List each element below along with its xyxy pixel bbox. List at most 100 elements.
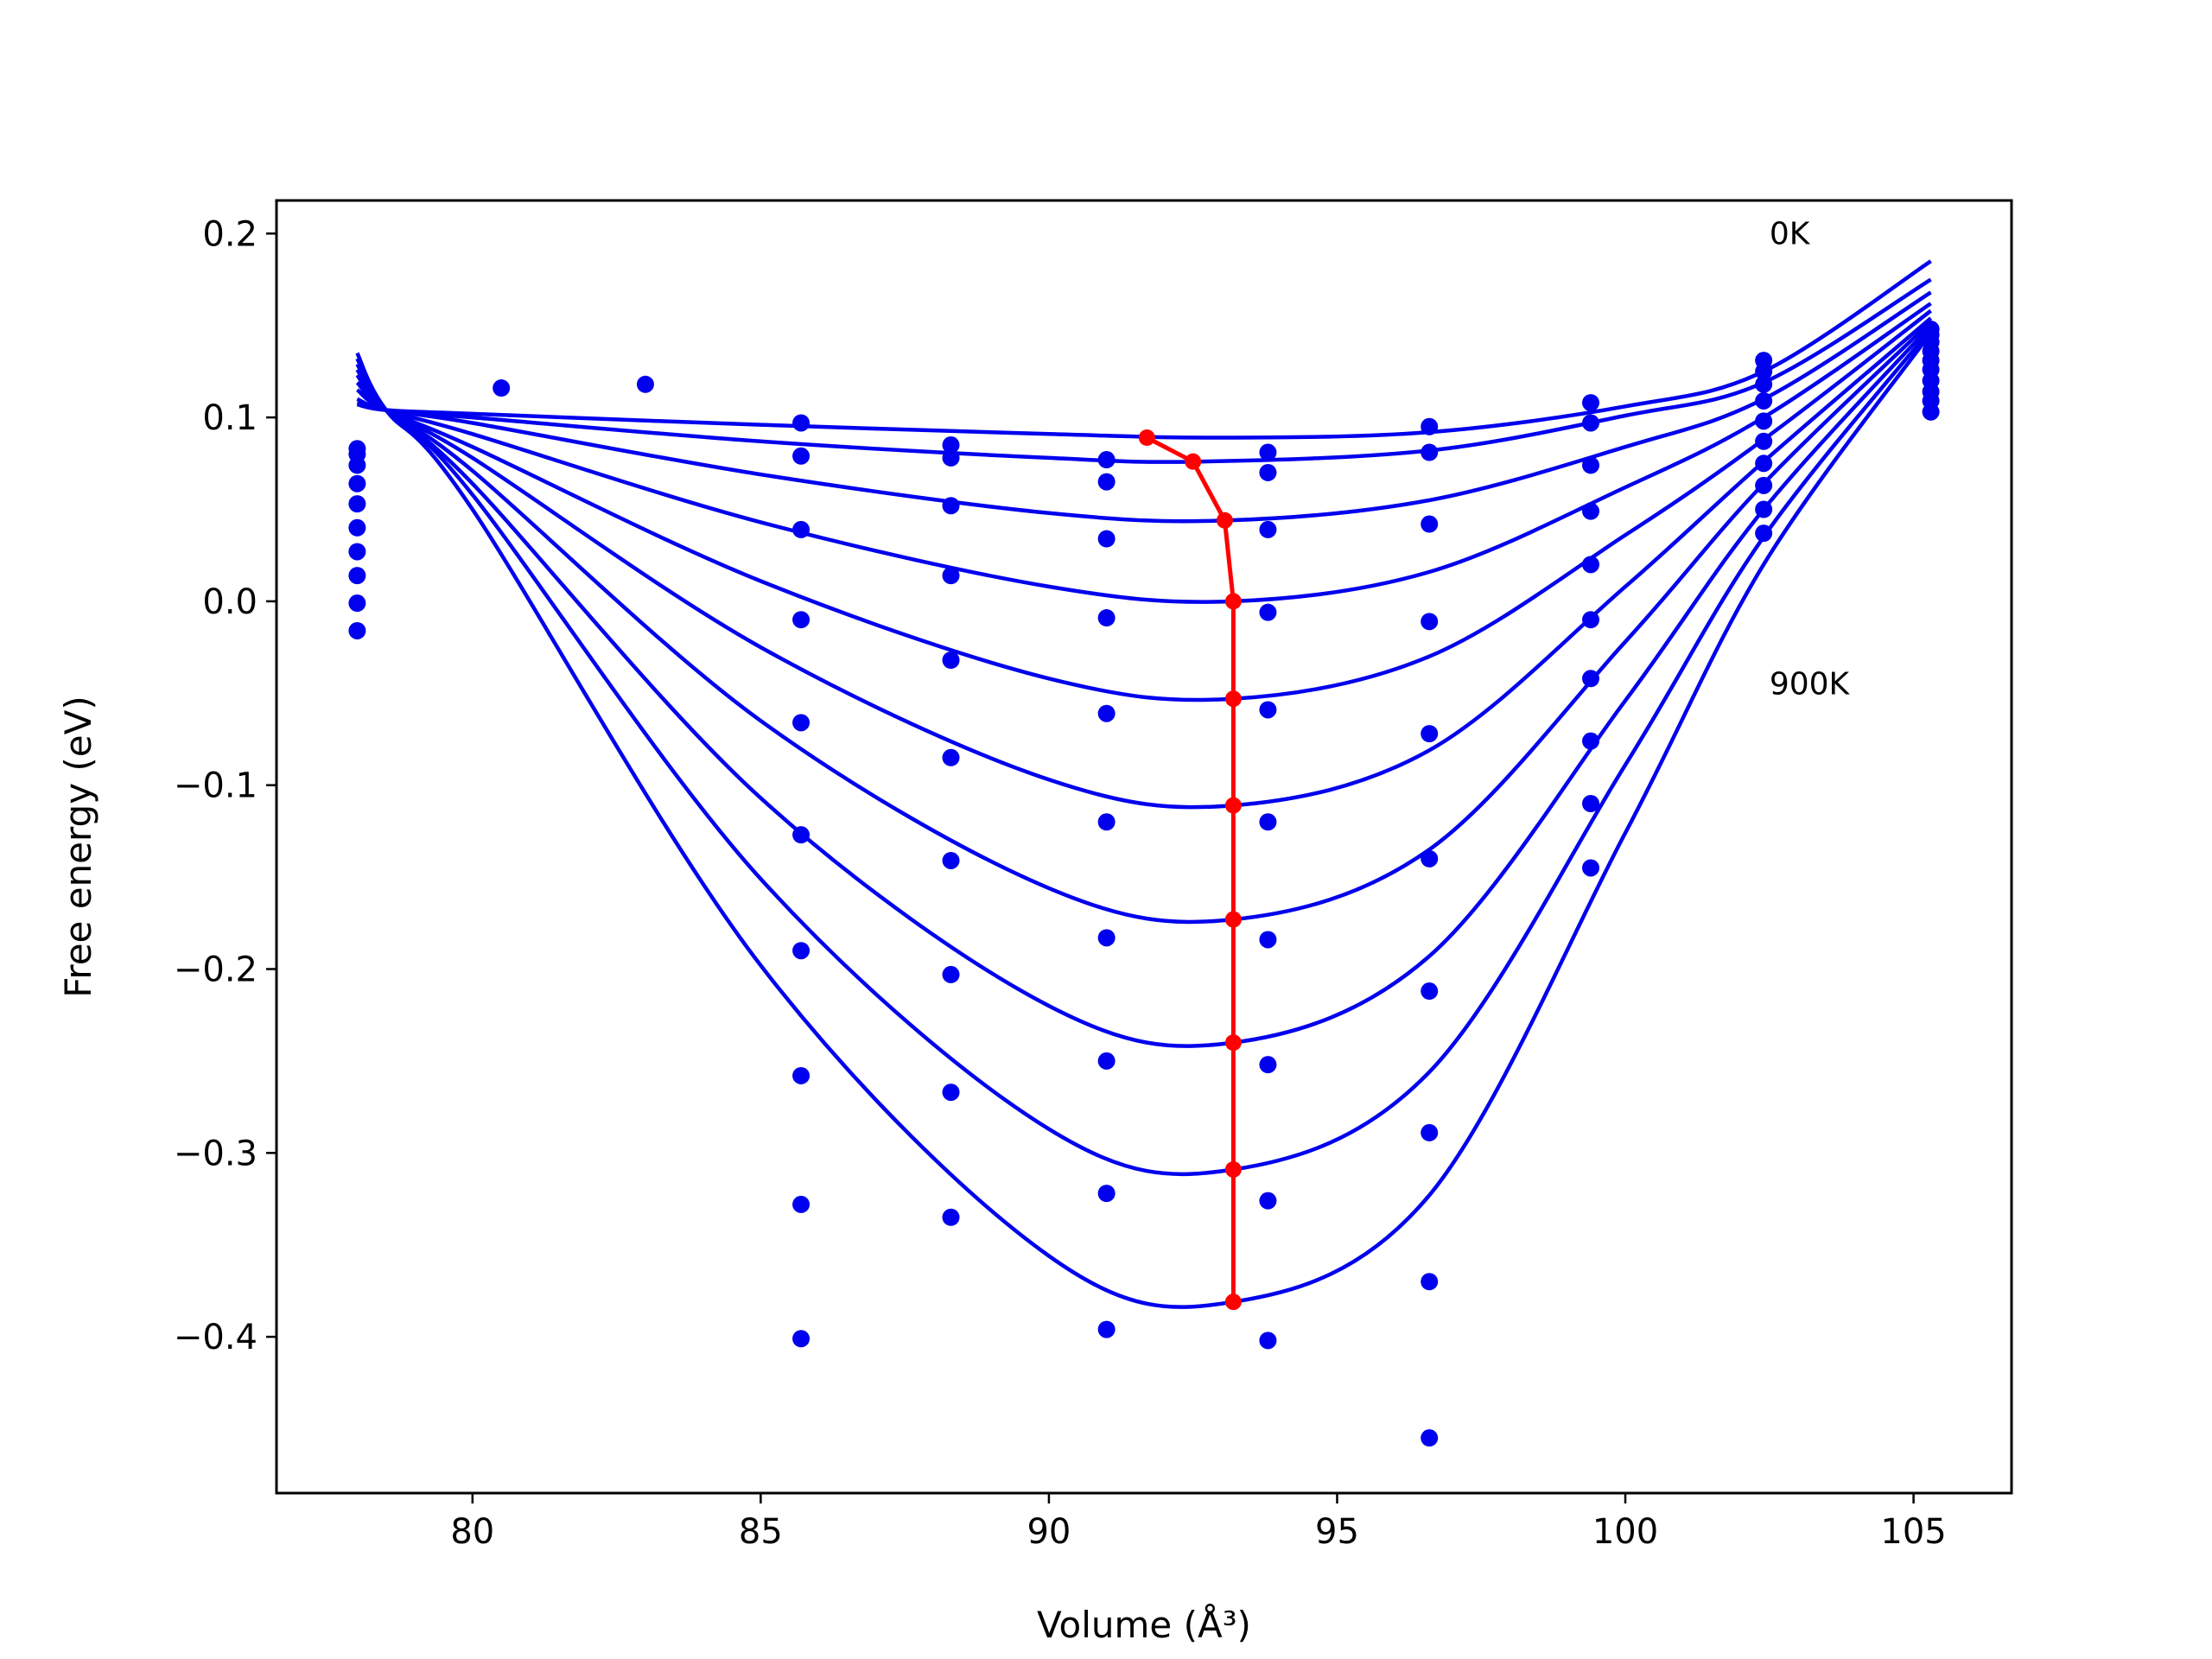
data-point xyxy=(1097,704,1116,722)
data-point xyxy=(1755,500,1773,518)
y-tick-label: −0.3 xyxy=(174,1134,257,1173)
data-point xyxy=(1097,609,1116,627)
data-point xyxy=(1259,701,1277,719)
data-point xyxy=(942,448,960,467)
fit-curve-500K xyxy=(355,316,1933,810)
data-point xyxy=(1259,1056,1277,1074)
data-point xyxy=(1259,1332,1277,1350)
data-point xyxy=(792,1195,810,1213)
minima-point xyxy=(1224,690,1242,708)
data-point xyxy=(348,495,366,513)
x-tick-label: 100 xyxy=(1592,1512,1658,1552)
data-point xyxy=(792,414,810,432)
data-point xyxy=(1259,603,1277,621)
data-point xyxy=(1421,849,1439,868)
data-point xyxy=(1755,432,1773,450)
minima-point xyxy=(1224,593,1242,610)
x-tick-label: 80 xyxy=(450,1512,494,1552)
minima-line xyxy=(1146,435,1236,1302)
data-point xyxy=(1097,1320,1116,1338)
data-point xyxy=(1421,613,1439,631)
data-point xyxy=(348,518,366,537)
data-point xyxy=(1582,611,1600,629)
minima-point xyxy=(1216,512,1233,529)
data-point xyxy=(1421,417,1439,435)
data-point xyxy=(1259,1192,1277,1210)
data-point xyxy=(348,543,366,561)
data-point xyxy=(792,942,810,960)
annotations: 0K 900K xyxy=(1770,216,1851,702)
data-point xyxy=(1755,375,1773,393)
data-point xyxy=(1582,732,1600,750)
minima-point xyxy=(1224,911,1242,928)
data-point xyxy=(792,520,810,538)
data-point xyxy=(1582,556,1600,574)
y-tick-label: 0.2 xyxy=(202,214,257,254)
data-point xyxy=(942,1084,960,1102)
data-point xyxy=(942,851,960,869)
data-point xyxy=(1582,859,1600,877)
data-point xyxy=(1421,725,1439,743)
x-axis-label: Volume (Å³) xyxy=(1037,1603,1251,1646)
data-point xyxy=(1421,1273,1439,1291)
data-point xyxy=(348,621,366,639)
data-point xyxy=(1755,524,1773,543)
data-point xyxy=(792,1066,810,1084)
data-point xyxy=(942,1208,960,1226)
fit-curve-900K xyxy=(355,331,1933,1309)
fit-curve-0K xyxy=(356,259,1932,440)
x-tick-label: 85 xyxy=(739,1512,783,1552)
data-point xyxy=(1259,520,1277,538)
minima-point xyxy=(1138,429,1155,447)
data-point xyxy=(942,965,960,983)
data-point xyxy=(942,652,960,670)
y-axis-ticks: 0.2 0.1 0.0 −0.1 −0.2 −0.3 −0.4 xyxy=(174,214,276,1357)
data-point xyxy=(1259,813,1277,831)
data-point xyxy=(1097,1185,1116,1203)
data-point xyxy=(1582,456,1600,474)
data-point xyxy=(942,436,960,454)
y-tick-label: −0.4 xyxy=(174,1318,257,1357)
data-point xyxy=(792,611,810,629)
fit-curve-600K xyxy=(355,320,1933,925)
y-tick-label: 0.1 xyxy=(202,398,257,438)
y-axis-label: Free energy (eV) xyxy=(57,696,99,998)
fit-curve-100K xyxy=(356,277,1932,464)
data-point xyxy=(1421,443,1439,461)
data-point xyxy=(1582,794,1600,812)
minima-point xyxy=(1224,1034,1242,1052)
y-tick-label: 0.0 xyxy=(202,582,257,622)
data-point xyxy=(1097,473,1116,491)
data-point xyxy=(1097,813,1116,831)
data-point xyxy=(1755,412,1773,430)
x-tick-label: 90 xyxy=(1027,1512,1071,1552)
data-point xyxy=(1582,394,1600,412)
minima-point xyxy=(1185,453,1202,470)
minima-point xyxy=(1224,797,1242,814)
x-tick-label: 95 xyxy=(1315,1512,1359,1552)
minima-point xyxy=(1224,1160,1242,1178)
data-point xyxy=(493,379,511,397)
y-tick-label: −0.1 xyxy=(174,766,257,806)
x-tick-label: 105 xyxy=(1880,1512,1946,1552)
data-point xyxy=(1421,1123,1439,1141)
data-point xyxy=(348,474,366,493)
data-point xyxy=(1259,463,1277,481)
data-points xyxy=(348,320,1940,1447)
data-point xyxy=(1259,931,1277,949)
data-point xyxy=(1755,454,1773,473)
data-point xyxy=(792,447,810,465)
y-tick-label: −0.2 xyxy=(174,950,257,990)
data-point xyxy=(1582,414,1600,432)
x-axis-ticks: 80 85 90 95 100 105 xyxy=(450,1493,1947,1552)
data-point xyxy=(636,375,654,393)
fit-curve-200K xyxy=(356,290,1932,524)
data-point xyxy=(1922,403,1940,421)
annotation-0K: 0K xyxy=(1770,216,1811,251)
minima-series xyxy=(1138,429,1242,1311)
data-point xyxy=(1421,1429,1439,1447)
data-point xyxy=(1755,476,1773,494)
data-point xyxy=(1582,502,1600,520)
data-point xyxy=(1097,530,1116,548)
